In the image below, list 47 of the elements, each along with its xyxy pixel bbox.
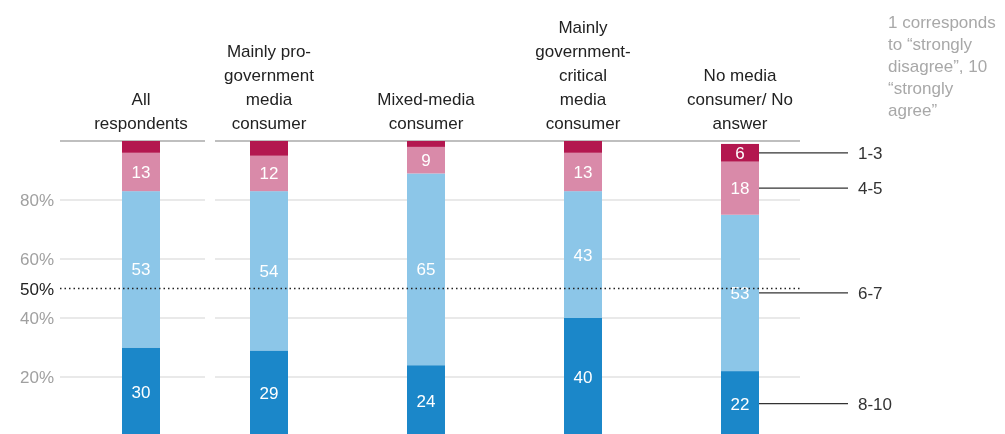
bar xyxy=(250,350,288,434)
bar xyxy=(564,141,602,153)
data-label: 65 xyxy=(416,260,436,280)
bar xyxy=(250,191,288,351)
text: 4-5 xyxy=(858,179,883,199)
data-label: 40 xyxy=(573,368,593,387)
text: 6-7 xyxy=(858,283,883,303)
text: 1-3 xyxy=(858,143,883,163)
bar xyxy=(564,191,602,318)
ref-line-label: 50% xyxy=(19,279,54,299)
x-tick-label: No media consumer/ No answer xyxy=(687,66,793,133)
bar xyxy=(721,214,759,372)
data-label: 13 xyxy=(131,162,151,182)
y-tick-label: 20% xyxy=(19,368,54,387)
bar xyxy=(564,318,602,434)
x-tick-label: Mainly pro-government media consumer xyxy=(224,42,315,133)
y-tick-label: 60% xyxy=(19,250,54,269)
data-label: 53 xyxy=(730,283,750,303)
y-tick-label: 40% xyxy=(19,309,54,328)
legend-title: 1 corresponds to “strongly disagree”, 10 “strongly agree” xyxy=(888,13,996,120)
bar xyxy=(407,141,445,147)
bar xyxy=(250,155,288,192)
bar xyxy=(407,146,445,174)
bar xyxy=(407,173,445,366)
bar xyxy=(721,143,759,162)
data-label: 54 xyxy=(259,261,279,281)
data-label: 13 xyxy=(573,162,593,182)
bar xyxy=(250,141,288,156)
text: 8-10 xyxy=(858,394,893,414)
data-label: 6 xyxy=(735,143,745,163)
data-label: 53 xyxy=(131,260,151,280)
bar xyxy=(721,371,759,434)
data-label: 9 xyxy=(421,151,431,171)
y-tick-label: 80% xyxy=(19,191,54,210)
bar xyxy=(564,152,602,192)
bar xyxy=(407,365,445,434)
data-label: 29 xyxy=(259,384,279,404)
data-label: 43 xyxy=(573,245,593,265)
bar xyxy=(721,161,759,215)
data-label: 22 xyxy=(730,394,750,414)
data-label: 24 xyxy=(416,391,436,411)
x-tick-label: All respondents xyxy=(94,90,188,133)
data-label: 30 xyxy=(131,382,151,402)
data-label: 12 xyxy=(259,164,279,184)
x-tick-label: Mainly government-critical media consumer xyxy=(535,18,631,133)
x-tick-label: Mixed-media consumer xyxy=(377,90,476,133)
data-label: 18 xyxy=(730,179,750,199)
